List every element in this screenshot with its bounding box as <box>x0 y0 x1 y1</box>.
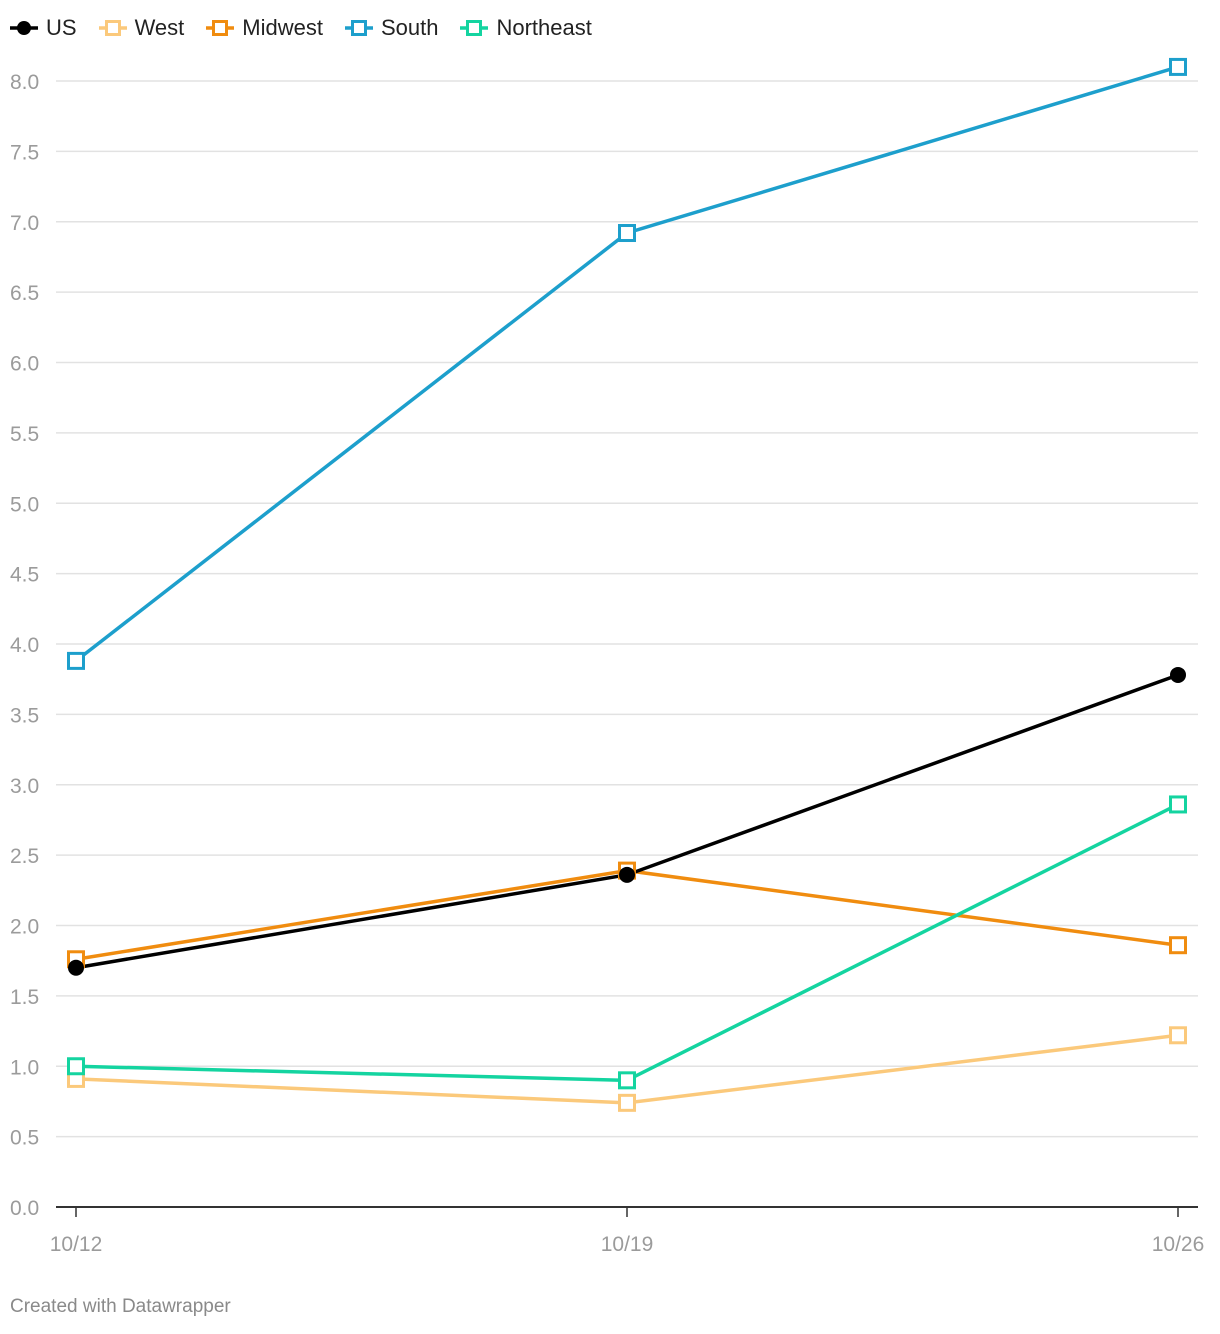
legend-item-west: West <box>97 15 185 41</box>
legend-item-us: US <box>8 15 77 41</box>
x-tick-label: 10/12 <box>50 1233 103 1256</box>
legend-item-south: South <box>343 15 439 41</box>
legend-item-northeast: Northeast <box>458 15 592 41</box>
footer-credit: Created with Datawrapper <box>10 1296 231 1317</box>
y-tick-label: 5.0 <box>10 493 39 516</box>
data-point <box>1169 1026 1187 1045</box>
y-tick-label: 7.0 <box>10 212 39 235</box>
legend-item-midwest: Midwest <box>204 15 323 41</box>
y-tick-label: 8.0 <box>10 71 39 94</box>
y-tick-label: 3.5 <box>10 704 39 727</box>
legend-key-icon <box>460 20 489 36</box>
y-tick-label: 6.5 <box>10 282 39 305</box>
y-gridlines <box>56 80 1198 1138</box>
legend-label: South <box>380 15 439 40</box>
legend-label: Midwest <box>242 15 323 40</box>
series-line-south <box>74 65 1180 663</box>
x-axis-labels: 10/12 10/19 10/26 <box>50 1207 1205 1256</box>
legend-label: Northeast <box>496 15 592 40</box>
y-tick-label: 1.5 <box>10 986 39 1009</box>
data-point <box>67 651 85 670</box>
data-point <box>1169 57 1187 76</box>
y-tick-label: 4.5 <box>10 564 39 587</box>
legend-key-icon <box>98 20 127 36</box>
data-point <box>618 224 636 243</box>
data-point <box>619 866 635 883</box>
y-tick-label: 5.5 <box>10 423 39 446</box>
data-point <box>618 1071 636 1090</box>
y-tick-label: 3.0 <box>10 775 39 798</box>
legend-key-icon <box>10 21 38 35</box>
legend-key-icon <box>344 20 373 36</box>
y-tick-label: 2.5 <box>10 845 39 868</box>
y-axis-labels: 0.0 0.5 1.0 1.5 2.0 2.5 3.0 3.5 4.0 4.5 5.0 5.5 6.0 6… <box>10 71 39 1220</box>
series-line-northeast <box>74 802 1180 1083</box>
y-tick-label: 4.0 <box>10 634 39 657</box>
legend-key-icon <box>206 20 235 36</box>
y-tick-label: 0.0 <box>10 1197 39 1220</box>
chart-legend: US West Midwest South Northeast <box>8 12 612 44</box>
series-markers-northeast <box>67 795 1187 1090</box>
series-line-midwest <box>74 868 1180 962</box>
y-tick-label: 1.0 <box>10 1056 39 1079</box>
series-markers-us <box>68 666 1186 976</box>
x-tick-label: 10/19 <box>601 1233 654 1256</box>
line-chart: 0.0 0.5 1.0 1.5 2.0 2.5 3.0 3.5 4.0 4.5 5.0 5.5 6.0 6… <box>10 57 1205 1256</box>
data-point <box>1169 936 1187 955</box>
y-tick-label: 6.0 <box>10 353 39 376</box>
legend-label: US <box>46 15 77 40</box>
data-point <box>618 1093 636 1112</box>
data-point <box>67 1057 85 1076</box>
x-tick-label: 10/26 <box>1152 1233 1205 1256</box>
y-tick-label: 0.5 <box>10 1127 39 1150</box>
data-point <box>1170 666 1186 683</box>
data-point <box>1169 795 1187 814</box>
series-markers-south <box>67 57 1187 670</box>
data-point <box>68 959 84 976</box>
y-tick-label: 2.0 <box>10 916 39 939</box>
y-tick-label: 7.5 <box>10 141 39 164</box>
legend-label: West <box>134 15 185 40</box>
